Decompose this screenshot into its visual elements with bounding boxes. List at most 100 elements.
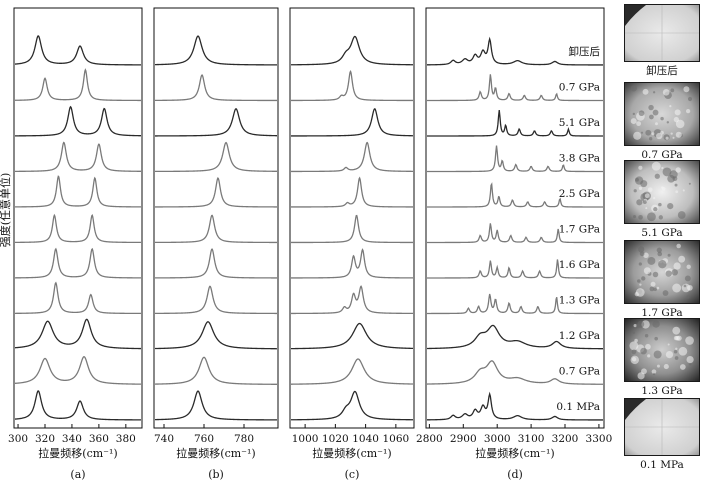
spectrum-line — [427, 324, 603, 350]
spectrum-line — [155, 321, 277, 350]
crystal-speck — [658, 202, 662, 207]
crystal-speck — [639, 251, 645, 257]
spectra — [155, 35, 277, 421]
spectra — [291, 35, 413, 421]
crystal-speck — [649, 286, 655, 292]
x-tick-label: 1060 — [382, 433, 409, 445]
crystal-speck — [657, 251, 663, 257]
crystal-speck — [662, 290, 669, 296]
spectrum-line — [155, 141, 277, 173]
crystal-speck — [631, 357, 637, 362]
micrograph-label: 5.1 GPa — [641, 227, 682, 239]
crystal-speck — [654, 173, 660, 179]
panel-frame — [153, 7, 279, 429]
crystal-speck — [686, 295, 690, 299]
gasket-edge — [625, 399, 646, 420]
spectra — [15, 35, 141, 421]
x-tick-label: 1020 — [322, 433, 349, 445]
x-tick-label: 360 — [89, 433, 109, 445]
spectrum-line — [427, 74, 603, 102]
crystal-speck — [654, 336, 658, 341]
spectrum-line — [291, 214, 413, 244]
panel-label: (b) — [208, 468, 224, 481]
crystal-speck — [673, 262, 681, 270]
panel-frame — [13, 7, 143, 429]
crystal-speck — [683, 86, 690, 93]
crystal-speck — [672, 176, 678, 182]
crystal-speck — [667, 174, 675, 183]
crystal-speck — [660, 116, 664, 121]
x-tick-label: 380 — [116, 433, 136, 445]
micrograph-image — [625, 319, 699, 381]
spectrum-line — [427, 182, 603, 208]
spectrum-line — [15, 68, 141, 102]
crystal-speck — [667, 203, 674, 210]
crystal-speck — [637, 372, 645, 380]
spectrum-line — [291, 108, 413, 137]
crystal-speck — [633, 189, 637, 193]
spectrum-line — [15, 35, 141, 66]
crystal-speck — [636, 121, 642, 127]
spectrum-line — [155, 214, 277, 244]
crystal-speck — [642, 88, 649, 95]
micrograph-label: 卸压后 — [646, 64, 678, 77]
crystal-speck — [652, 320, 660, 328]
crystal-speck — [652, 373, 656, 376]
spectrum-line — [155, 285, 277, 315]
panel-frame — [425, 7, 605, 429]
pressure-label: 3.8 GPa — [559, 153, 600, 165]
spectrum-line — [15, 105, 141, 137]
crystal-speck — [652, 271, 659, 278]
crystal-speck — [648, 137, 653, 141]
crystal-speck — [636, 199, 643, 206]
crystal-speck — [635, 177, 639, 182]
crystal-speck — [689, 363, 692, 366]
crystal-speck — [638, 165, 643, 170]
crystal-speck — [661, 166, 664, 170]
spectrum-line — [291, 322, 413, 350]
spectrum-line — [291, 70, 413, 102]
panel-label: (d) — [507, 468, 523, 481]
panel-label: (a) — [70, 468, 85, 481]
spectrum-line — [291, 141, 413, 173]
crystal-speck — [638, 214, 643, 220]
crystal-speck — [674, 356, 679, 360]
spectrum-line — [155, 108, 277, 137]
crystal-speck — [674, 109, 681, 116]
pressure-label: 1.6 GPa — [559, 259, 600, 271]
crystal-speck — [653, 207, 658, 212]
spectrum-line — [15, 318, 141, 350]
crystal-speck — [652, 91, 656, 94]
crystal-speck — [675, 335, 680, 341]
pressure-label: 1.2 GPa — [559, 330, 600, 342]
crystal-speck — [629, 341, 639, 351]
spectrum-line — [291, 35, 413, 66]
micrograph: 1.3 GPa — [624, 318, 700, 397]
x-axis-label: 拉曼频移(cm⁻¹) — [176, 446, 255, 460]
spectrum-line — [291, 390, 413, 421]
crystal-speck — [642, 200, 647, 205]
x-tick-label: 340 — [62, 433, 82, 445]
spectrum-line — [15, 175, 141, 208]
crystal-speck — [647, 354, 651, 358]
spectrum-line — [15, 356, 141, 385]
crystal-speck — [656, 247, 662, 253]
x-tick-label: 1000 — [292, 433, 319, 445]
crystal-speck — [641, 276, 646, 281]
crystal-speck — [648, 104, 654, 111]
crystal-speck — [676, 243, 681, 249]
crystal-speck — [639, 283, 642, 286]
crystal-speck — [686, 355, 694, 364]
crystal-speck — [647, 212, 656, 222]
crystal-speck — [684, 275, 691, 282]
crystal-speck — [670, 132, 673, 135]
spectrum-line — [15, 390, 141, 421]
x-tick-label: 2800 — [416, 433, 443, 445]
crystal-speck — [633, 215, 637, 219]
crystal-speck — [688, 182, 691, 185]
pressure-label: 1.3 GPa — [559, 295, 600, 307]
crystal-speck — [678, 346, 688, 356]
crystal-speck — [673, 349, 678, 354]
